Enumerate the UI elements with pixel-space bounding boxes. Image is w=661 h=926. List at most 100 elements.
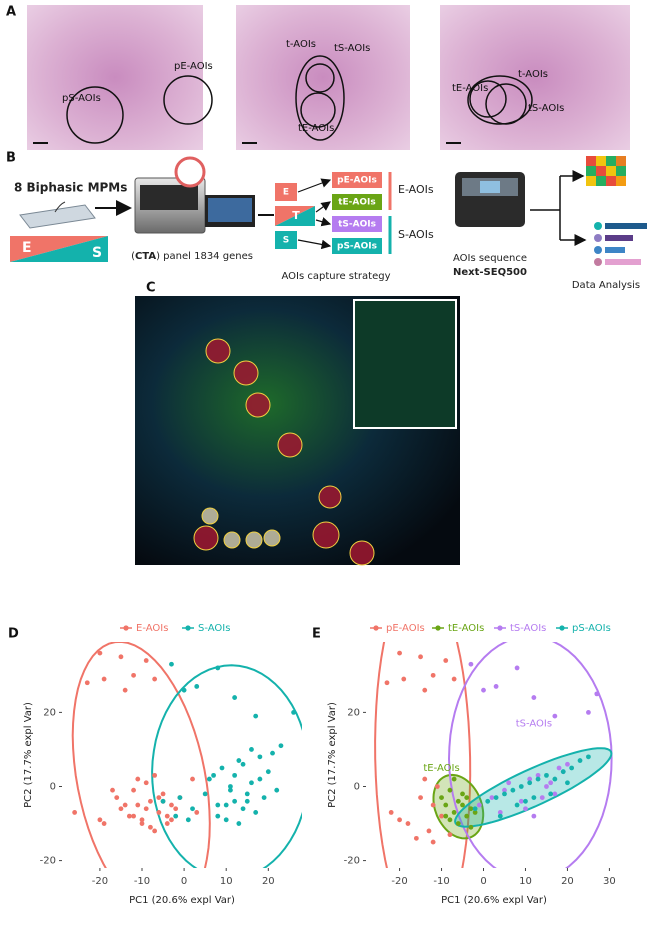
data-point <box>249 780 254 786</box>
data-point <box>384 680 390 686</box>
data-point <box>173 806 179 812</box>
data-point <box>156 810 162 815</box>
data-point <box>439 795 444 801</box>
text-part: CTA <box>135 251 156 262</box>
data-point <box>401 676 407 682</box>
data-point <box>72 810 78 815</box>
panel-description: (CTA) panel 1834 genes <box>131 251 253 262</box>
data-point <box>228 784 233 789</box>
legend-key <box>123 625 129 631</box>
data-point <box>430 672 436 678</box>
legend-key <box>497 625 503 631</box>
annotation: tS-AOIs <box>516 719 552 730</box>
data-point <box>261 795 267 801</box>
data-point <box>232 772 238 778</box>
aoi-label: tS-AOIs <box>334 43 370 54</box>
confidence-ellipse <box>151 664 302 868</box>
data-point <box>548 791 554 797</box>
legend-label: pS-AOIs <box>572 623 611 634</box>
data-point <box>418 795 423 801</box>
data-point <box>518 784 524 789</box>
data-point <box>514 802 520 808</box>
data-point <box>228 787 233 793</box>
data-point <box>160 798 166 804</box>
data-point <box>535 772 541 778</box>
inset-image <box>353 299 457 429</box>
data-point <box>110 787 115 793</box>
data-point <box>434 784 440 789</box>
data-point <box>240 761 246 767</box>
confidence-ellipse <box>71 642 211 868</box>
strategy-arrows <box>297 178 332 250</box>
x-axis-title: PC1 (20.6% expl Var) <box>441 895 547 906</box>
data-point <box>202 791 208 797</box>
legend-key <box>435 625 441 631</box>
data-point <box>156 795 162 801</box>
data-point <box>489 795 495 801</box>
data-point <box>451 810 457 815</box>
legend-label: pE-AOIs <box>386 623 425 634</box>
data-point <box>169 661 174 667</box>
panel-letter: A <box>6 5 16 20</box>
instrument <box>134 156 255 234</box>
charts: D -20 -10 0 10 20 -20 0 20 PC1 (20.6% expl Var) PC… <box>8 623 616 906</box>
data-point <box>169 802 174 808</box>
data-point <box>531 813 537 819</box>
data-point <box>152 772 158 778</box>
legend-key <box>185 625 191 631</box>
data-point <box>122 687 128 693</box>
data-point <box>215 813 221 819</box>
data-point <box>223 802 229 808</box>
step-caption: AOIs capture strategy <box>281 271 390 282</box>
data-point <box>206 776 212 782</box>
data-point <box>447 832 453 838</box>
data-point <box>447 817 453 823</box>
data-point <box>405 821 411 826</box>
y-tick-label: 0 <box>354 781 360 792</box>
data-point <box>143 780 149 786</box>
aoi-label: pS-AOIs <box>62 93 101 104</box>
group-label: S-AOIs <box>398 228 434 241</box>
data-point <box>560 769 566 775</box>
data-point <box>173 813 179 819</box>
data-point <box>497 810 503 815</box>
data-point <box>278 743 284 749</box>
cohort-label: 8 Biphasic MPMs <box>14 181 127 195</box>
strategy-box: S <box>283 236 289 246</box>
data-point <box>539 795 545 801</box>
data-point <box>455 821 461 826</box>
data-point <box>531 695 537 700</box>
data-point <box>131 787 136 793</box>
group-label: E-AOIs <box>398 183 434 196</box>
aoi-box-label: pE-AOIs <box>337 176 377 186</box>
panel-a: A pS-AOIs pE-AOIs t-AOIs tS-AOIs tE-AOIs… <box>6 5 630 150</box>
data-point <box>291 709 296 715</box>
analysis-arrows <box>530 170 587 246</box>
y-axis-title: PC2 (17.7% expl Var) <box>327 702 338 808</box>
data-point <box>253 810 259 815</box>
text-part: ( <box>131 251 135 262</box>
y-tick-label: 20 <box>347 707 360 718</box>
data-point <box>211 772 216 778</box>
slide-icon <box>19 201 96 229</box>
strategy-box: E <box>283 188 289 198</box>
data-point <box>388 810 394 815</box>
data-point <box>240 806 246 812</box>
data-point <box>143 658 149 663</box>
data-point <box>430 839 436 845</box>
roi-circles <box>193 338 375 566</box>
aoi-label: tS-AOIs <box>528 103 564 114</box>
data-point <box>430 802 436 808</box>
legend-label: tE-AOIs <box>448 623 484 634</box>
step-caption: Next-SEQ500 <box>453 267 527 278</box>
aoi-label: tE-AOIs <box>452 83 488 94</box>
data-point <box>451 676 457 682</box>
data-point <box>464 813 470 819</box>
aoi-label: pE-AOIs <box>174 61 213 72</box>
data-point <box>439 813 444 819</box>
data-point <box>502 787 507 793</box>
data-point <box>565 780 570 786</box>
data-point <box>177 795 183 801</box>
text-part: ) panel 1834 genes <box>156 251 253 262</box>
y-axis-title: PC2 (17.7% expl Var) <box>23 702 34 808</box>
